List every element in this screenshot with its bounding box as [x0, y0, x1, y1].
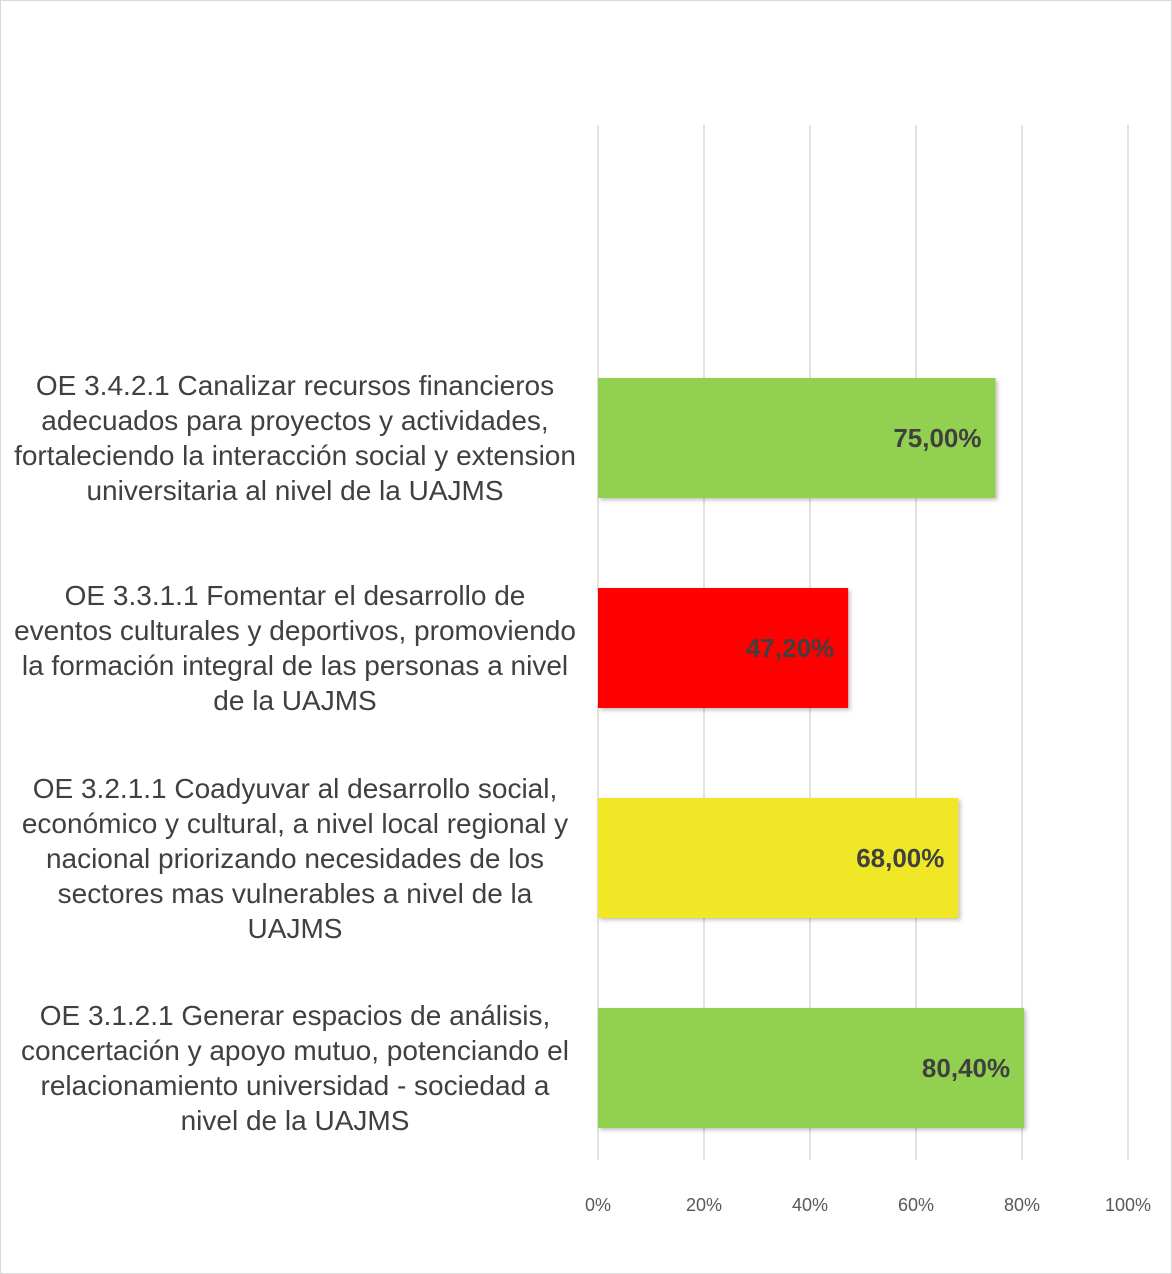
x-tick-label: 60%: [898, 1195, 934, 1215]
bar: [598, 588, 849, 708]
x-tick-label: 0%: [585, 1195, 611, 1215]
x-tick-label: 20%: [686, 1195, 722, 1215]
category-label: OE 3.2.1.1 Coadyuvar al desarrollo socia…: [21, 772, 569, 944]
value-label: 47,20%: [746, 633, 834, 663]
value-label: 75,00%: [893, 423, 981, 453]
bar: [598, 798, 959, 918]
value-label: 80,40%: [922, 1053, 1010, 1083]
bar: [598, 1008, 1025, 1128]
x-tick-label: 80%: [1004, 1195, 1040, 1215]
bar: [598, 378, 996, 498]
category-label: OE 3.1.2.1 Generar espacios de análisis,…: [21, 1000, 569, 1136]
value-label: 68,00%: [856, 843, 944, 873]
x-tick-label: 100%: [1105, 1195, 1151, 1215]
category-label: OE 3.4.2.1 Canalizar recursos financiero…: [14, 370, 576, 506]
category-label: OE 3.3.1.1 Fomentar el desarrollo de eve…: [14, 580, 576, 716]
x-tick-label: 40%: [792, 1195, 828, 1215]
